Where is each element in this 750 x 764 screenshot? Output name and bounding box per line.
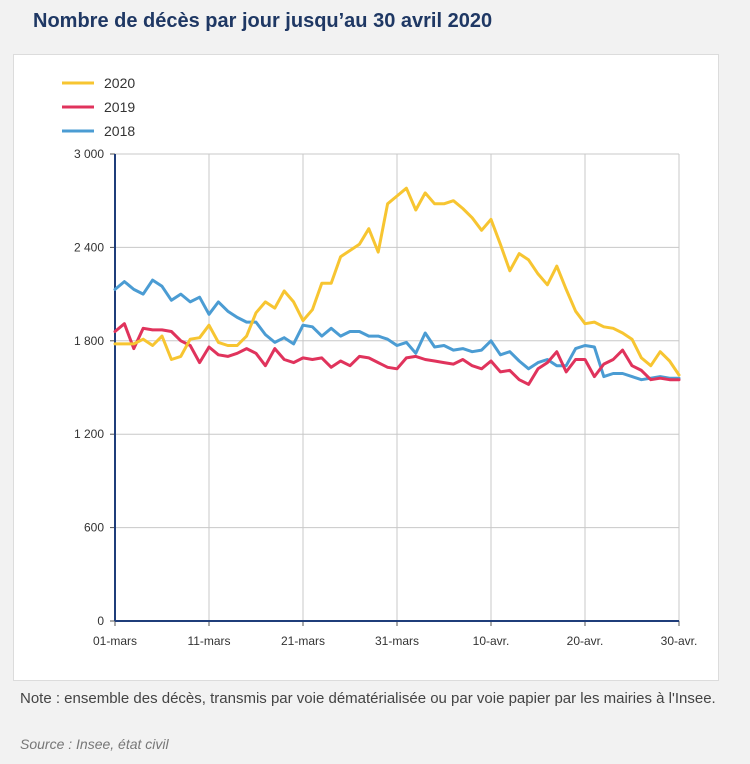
page-title: Nombre de décès par jour jusqu’au 30 avr…: [33, 10, 493, 32]
legend-label-2020: 2020: [104, 75, 135, 91]
chart-card: 0 600 1 200 1 800 2 400 3 000 01-mars 11-mars 21…: [13, 54, 719, 681]
x-tick-label: 31-mars: [375, 634, 419, 648]
y-tick-label: 1 800: [74, 334, 104, 348]
x-tick-label: 11-mars: [187, 634, 230, 648]
chart-source: Source : Insee, état civil: [20, 736, 169, 752]
legend-label-2019: 2019: [104, 99, 135, 115]
x-tick-label: 01-mars: [93, 634, 137, 648]
grid: [114, 153, 680, 621]
y-tick-label: 600: [84, 521, 104, 535]
axes: 0 600 1 200 1 800 2 400 3 000 01-mars 11-mars 21…: [74, 147, 697, 648]
x-tick-label: 10-avr.: [473, 634, 510, 648]
line-chart: 0 600 1 200 1 800 2 400 3 000 01-mars 11-mars 21…: [62, 75, 697, 648]
series-lines: [113, 186, 681, 386]
x-tick-label: 20-avr.: [567, 634, 604, 648]
x-tick-label: 21-mars: [281, 634, 325, 648]
series-line-2019: [113, 322, 681, 386]
y-tick-label: 1 200: [74, 427, 104, 441]
chart-note: Note : ensemble des décès, transmis par …: [20, 690, 716, 707]
legend-label-2018: 2018: [104, 123, 135, 139]
y-tick-label: 2 400: [74, 240, 104, 254]
x-tick-label: 30-avr.: [661, 634, 698, 648]
y-tick-label: 0: [97, 614, 104, 628]
series-line-2018: [113, 278, 681, 382]
series-line-2020: [113, 186, 681, 377]
legend: 2020 2019 2018: [62, 75, 135, 139]
y-tick-label: 3 000: [74, 147, 104, 161]
